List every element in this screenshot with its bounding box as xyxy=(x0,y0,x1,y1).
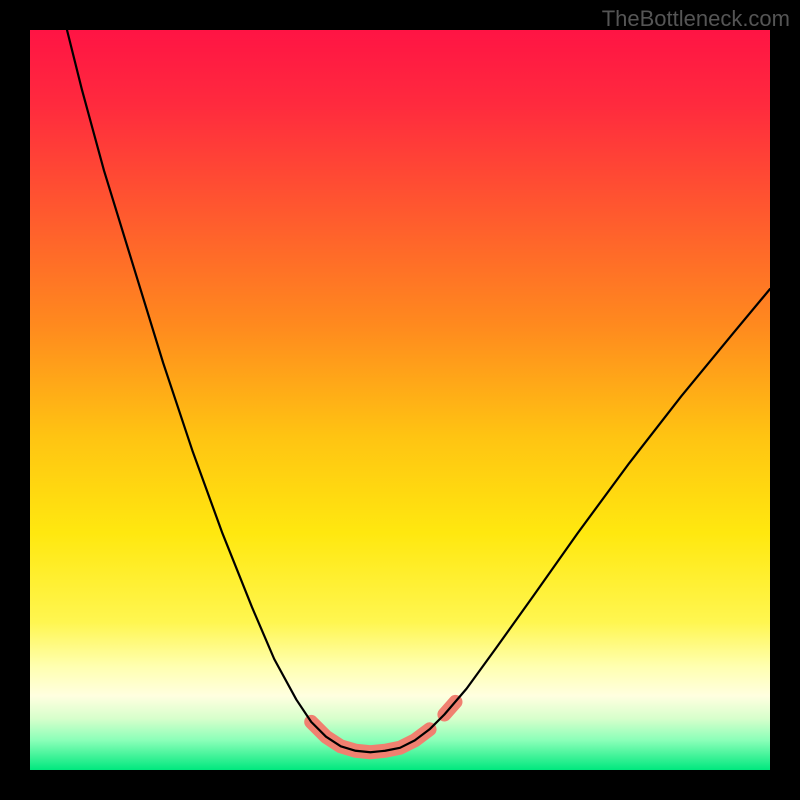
watermark-text: TheBottleneck.com xyxy=(602,6,790,32)
bottleneck-curve-chart xyxy=(30,30,770,770)
gradient-background xyxy=(30,30,770,770)
chart-frame: TheBottleneck.com xyxy=(0,0,800,800)
plot-area xyxy=(30,30,770,770)
